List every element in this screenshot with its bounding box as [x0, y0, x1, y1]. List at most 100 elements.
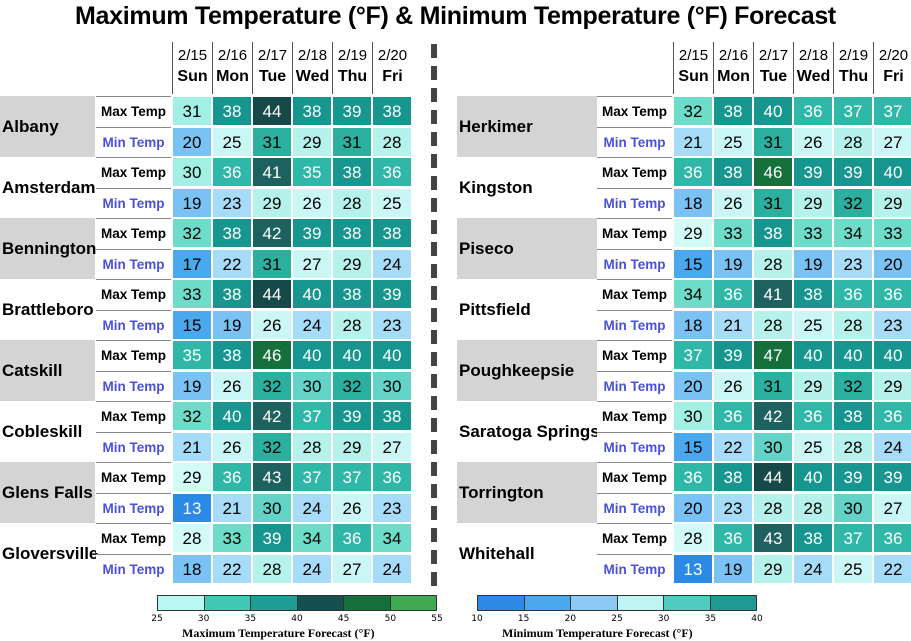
max-temp-cell: 37 [292, 401, 332, 431]
date-column-mon: 2/16 Mon [212, 42, 252, 94]
min-temp-cell: 26 [252, 310, 292, 340]
legend-swatch [571, 596, 618, 610]
max-temp-cell: 46 [753, 157, 793, 187]
max-temp-cell: 33 [793, 218, 833, 248]
min-temp-cell: 28 [793, 493, 833, 523]
legend-title: Minimum Temperature Forecast (°F) [502, 626, 693, 640]
max-temp-cell: 29 [172, 462, 212, 492]
min-temp-cell: 28 [753, 310, 793, 340]
max-temp-cell: 28 [172, 523, 212, 553]
min-temp-cell: 18 [673, 310, 713, 340]
max-temp-cell: 36 [673, 462, 713, 492]
max-temp-cell: 42 [753, 401, 793, 431]
date-label: 2/19 [337, 47, 368, 64]
min-temp-cell: 15 [172, 310, 212, 340]
min-temp-cell: 28 [332, 310, 372, 340]
city-name: Glens Falls [0, 462, 95, 523]
city-name: Gloversville [2, 544, 99, 563]
max-temp-label: Max Temp [96, 523, 171, 553]
min-temp-cell: 24 [793, 554, 833, 584]
min-temp-cell: 32 [252, 371, 292, 401]
city-name: Bennington [0, 218, 96, 279]
min-temp-cell: 23 [372, 310, 412, 340]
min-temp-cell: 28 [753, 249, 793, 279]
min-temp-cell: 19 [172, 371, 212, 401]
legend-tick-label: 30 [197, 614, 210, 624]
min-temp-cell: 13 [172, 493, 212, 523]
city-name: Piseco [457, 218, 597, 279]
weekday-label: Tue [258, 68, 287, 85]
date-column-sun: 2/15 Sun [172, 42, 212, 94]
min-temp-cell: 28 [332, 188, 372, 218]
max-temp-cell: 37 [332, 462, 372, 492]
max-temp-label: Max Temp [597, 340, 672, 370]
date-label: 2/18 [297, 47, 328, 64]
max-temp-label: Max Temp [597, 279, 672, 309]
max-temp-cell: 38 [753, 218, 793, 248]
max-temp-cell: 47 [753, 340, 793, 370]
max-temp-cell: 40 [292, 279, 332, 309]
max-temp-cell: 38 [713, 157, 753, 187]
legend-swatch [710, 596, 756, 610]
max-temp-cell: 40 [873, 157, 911, 187]
min-temp-cell: 19 [793, 249, 833, 279]
min-temp-label: Min Temp [597, 249, 672, 279]
max-temp-cell: 28 [673, 523, 713, 553]
min-temp-cell: 30 [372, 371, 412, 401]
city-name: Torrington [457, 462, 597, 523]
min-temp-cell: 25 [212, 127, 252, 157]
max-temp-cell: 36 [212, 157, 252, 187]
max-temp-cell: 36 [713, 279, 753, 309]
date-label: 2/17 [257, 47, 288, 64]
legend-tick-label: 25 [151, 614, 163, 624]
min-temp-label: Min Temp [597, 554, 672, 584]
max-temp-cell: 39 [713, 340, 753, 370]
max-temp-cell: 33 [873, 218, 911, 248]
max-temp-label: Max Temp [96, 401, 171, 431]
legend-tick-label: 40 [291, 614, 303, 624]
min-temp-label: Min Temp [597, 371, 672, 401]
max-temp-cell: 38 [372, 401, 412, 431]
min-temp-cell: 31 [252, 127, 292, 157]
date-column-fri: 2/20 Fri [372, 42, 412, 94]
max-temp-cell: 38 [332, 157, 372, 187]
min-temp-cell: 21 [673, 127, 713, 157]
city-name: Catskill [0, 340, 95, 401]
date-label: 2/18 [798, 47, 829, 64]
min-temp-cell: 20 [873, 249, 911, 279]
min-temp-cell: 25 [833, 554, 873, 584]
max-temp-cell: 41 [753, 279, 793, 309]
min-temp-cell: 30 [252, 493, 292, 523]
max-temp-cell: 39 [833, 462, 873, 492]
city-name: Kingston [459, 178, 533, 197]
min-temp-label: Min Temp [96, 310, 171, 340]
min-temp-cell: 24 [372, 249, 412, 279]
legend-tick-label: 50 [384, 614, 397, 624]
max-temp-cell: 43 [252, 462, 292, 492]
max-temp-cell: 40 [793, 462, 833, 492]
min-temp-label: Min Temp [96, 554, 171, 584]
min-temp-cell: 18 [673, 188, 713, 218]
max-temp-label: Max Temp [96, 218, 171, 248]
max-temp-cell: 38 [212, 96, 252, 126]
city-block: Saratoga Springs Max Temp 30 36 42 36 38 36 Min … [457, 401, 911, 462]
legend-swatch [297, 596, 344, 610]
max-temp-cell: 40 [793, 340, 833, 370]
min-temp-cell: 32 [332, 371, 372, 401]
max-temp-cell: 36 [873, 279, 911, 309]
max-temp-cell: 38 [212, 218, 252, 248]
max-temp-cell: 44 [252, 96, 292, 126]
min-temp-cell: 26 [793, 127, 833, 157]
max-temp-label: Max Temp [597, 401, 672, 431]
max-temp-cell: 38 [833, 401, 873, 431]
weekday-label: Mon [216, 68, 249, 85]
max-temp-cell: 42 [252, 218, 292, 248]
legend-tick-label: 35 [704, 614, 717, 624]
min-temp-cell: 23 [873, 310, 911, 340]
weekday-label: Thu [838, 68, 869, 85]
min-temp-cell: 25 [372, 188, 412, 218]
min-temp-label: Min Temp [597, 188, 672, 218]
weekday-label: Tue [759, 68, 788, 85]
city-name: Amsterdam [2, 178, 96, 197]
min-temp-cell: 31 [332, 127, 372, 157]
